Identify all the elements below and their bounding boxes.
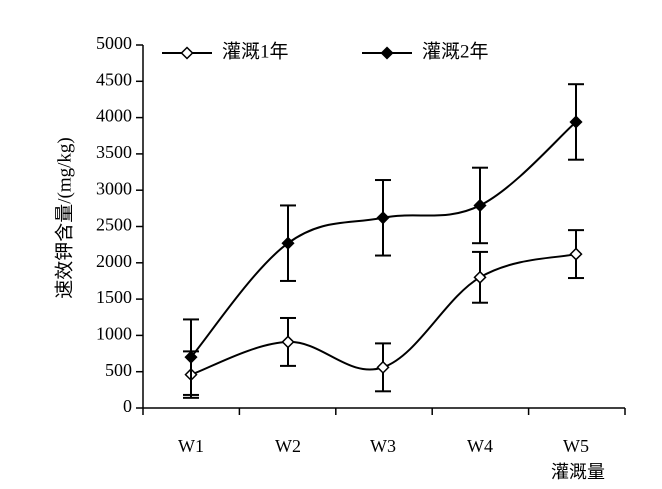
data-point-marker (376, 211, 390, 225)
series-1 (183, 229, 584, 399)
y-tick-label: 1000 (96, 324, 132, 344)
y-tick-label: 0 (123, 396, 132, 416)
legend: 灌溉1年 灌溉2年 (162, 40, 489, 62)
x-ticks: W1 W2 W3 W4 W5 (142, 408, 626, 456)
y-tick-label: 4500 (96, 69, 132, 89)
y-axis-label: 速效钾含量/(mg/kg) (53, 137, 75, 299)
legend-item-2: 灌溉2年 (362, 40, 489, 62)
y-tick-label: 3000 (96, 178, 132, 198)
x-tick-label: W3 (370, 436, 396, 456)
x-tick-label: W4 (467, 436, 493, 456)
y-tick-label: 500 (105, 360, 132, 380)
x-axis-label: 灌溉量 (551, 462, 605, 482)
x-tick-label: W1 (178, 436, 204, 456)
series-layer (183, 83, 584, 399)
y-ticks: 0 500 1000 1500 2000 2500 3000 3500 4000 4500 5000 (96, 33, 143, 416)
y-tick-label: 4000 (96, 106, 132, 126)
data-point-marker (376, 360, 390, 374)
x-tick-label: W5 (563, 436, 589, 456)
legend-label: 灌溉2年 (422, 40, 489, 62)
y-tick-label: 2000 (96, 251, 132, 271)
data-point-marker (281, 236, 295, 250)
data-point-marker (281, 335, 295, 349)
y-tick-label: 3500 (96, 142, 132, 162)
legend-marker (380, 46, 394, 60)
data-point-marker (569, 115, 583, 129)
y-tick-label: 5000 (96, 33, 132, 53)
data-point-marker (569, 247, 583, 261)
x-tick-label: W2 (275, 436, 301, 456)
legend-label: 灌溉1年 (222, 40, 289, 62)
data-point-marker (184, 350, 198, 364)
data-point-marker (473, 198, 487, 213)
legend-item-1: 灌溉1年 (162, 40, 289, 62)
series-2 (183, 83, 584, 396)
legend-marker (180, 46, 194, 60)
y-tick-label: 2500 (96, 215, 132, 235)
y-tick-label: 1500 (96, 287, 132, 307)
data-point-marker (473, 270, 487, 284)
